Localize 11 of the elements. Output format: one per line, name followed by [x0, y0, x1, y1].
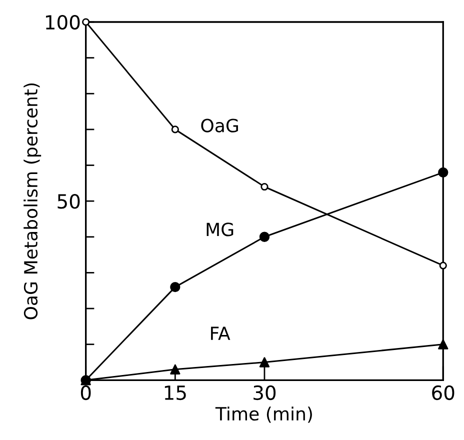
x-tick-label: 30	[254, 385, 276, 400]
y-axis-title: OaG Metabolism (percent)	[24, 83, 42, 320]
x-tick-label: 60	[432, 385, 454, 400]
x-axis-title: Time (min)	[215, 406, 312, 423]
y-tick-label: 50	[58, 194, 80, 209]
x-tick-label: 15	[164, 386, 186, 400]
x-tick-label: 0	[80, 385, 91, 400]
y-tick-label: 100	[46, 14, 80, 30]
series-label: OaG	[201, 118, 238, 132]
series-label: FA	[211, 326, 230, 340]
series-label: MG	[206, 222, 234, 236]
